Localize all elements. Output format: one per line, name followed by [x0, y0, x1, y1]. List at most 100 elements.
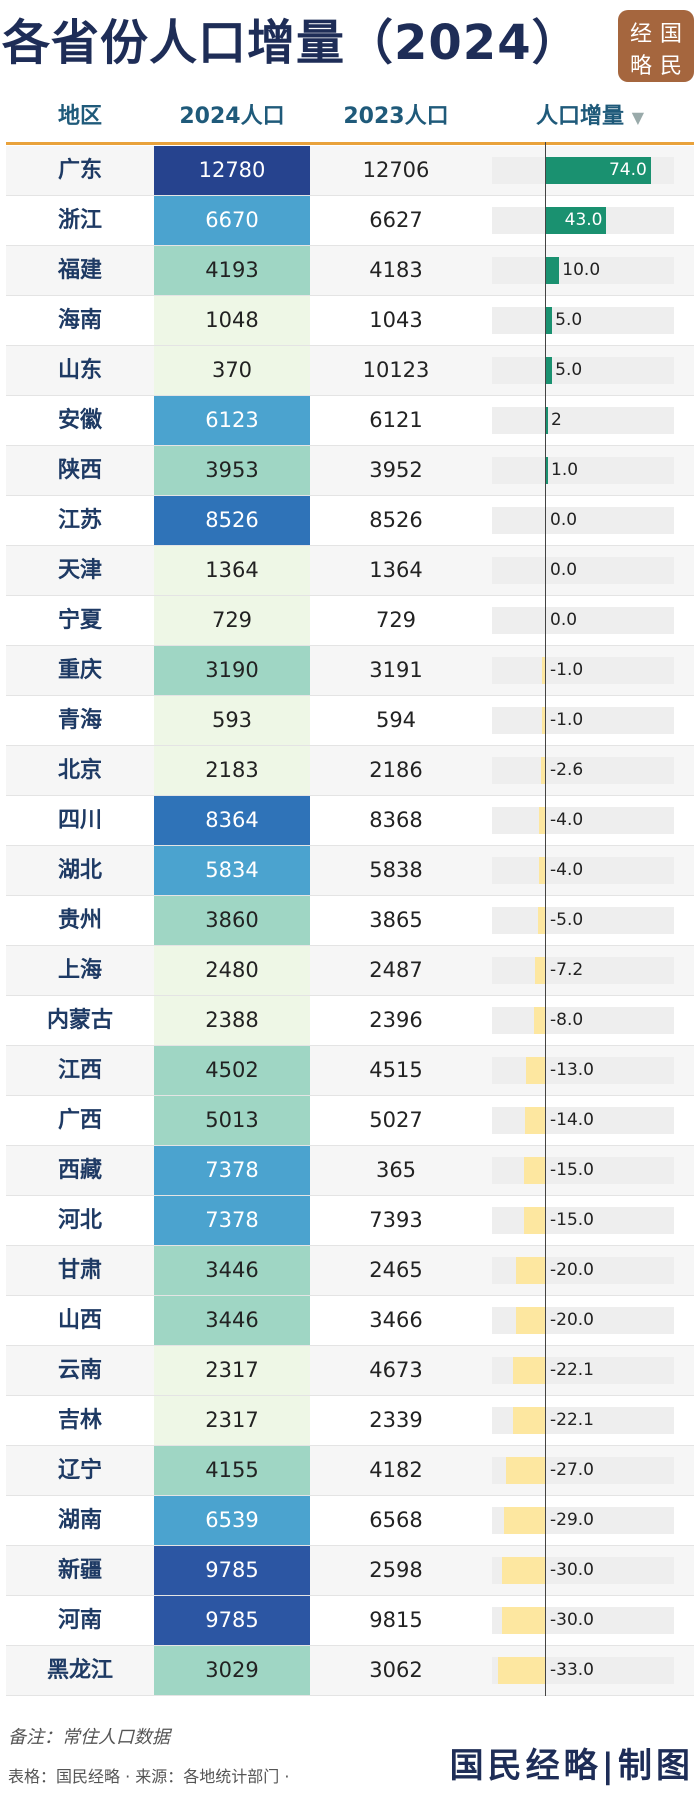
change-label: -15.0 — [550, 1160, 594, 1180]
cell-pop-2024: 1048 — [154, 296, 310, 345]
logo-char: 经 — [629, 22, 652, 47]
cell-region: 海南 — [57, 308, 102, 333]
change-label: -30.0 — [550, 1560, 594, 1580]
bar-track — [492, 507, 674, 534]
change-bar — [513, 1357, 545, 1384]
table-row: 贵州 3860 3865 -5.0 — [6, 896, 694, 946]
cell-region: 西藏 — [57, 1158, 102, 1183]
cell-pop-2023: 6121 — [369, 408, 423, 432]
table-row: 辽宁 4155 4182 -27.0 — [6, 1446, 694, 1496]
brand-logo: 经 国 略 民 — [618, 10, 694, 82]
cell-pop-2024: 3860 — [154, 896, 310, 945]
table-row: 内蒙古 2388 2396 -8.0 — [6, 996, 694, 1046]
cell-region: 湖北 — [57, 858, 102, 883]
cell-pop-2023: 10123 — [362, 358, 430, 382]
row-separator — [6, 295, 694, 296]
cell-region: 四川 — [57, 808, 102, 833]
cell-pop-2023: 594 — [375, 708, 417, 732]
change-bar — [537, 907, 545, 934]
table-row: 青海 593 594 -1.0 — [6, 696, 694, 746]
table-row: 安徽 6123 6121 2 — [6, 396, 694, 446]
change-label: -14.0 — [550, 1110, 594, 1130]
row-separator — [6, 1095, 694, 1096]
change-label: 1.0 — [551, 460, 579, 480]
cell-pop-2024: 7378 — [154, 1146, 310, 1195]
table-row: 海南 1048 1043 5.0 — [6, 296, 694, 346]
cell-pop-2023: 9815 — [369, 1608, 423, 1632]
row-separator — [6, 1245, 694, 1246]
sort-desc-icon[interactable]: ▼ — [631, 108, 644, 127]
row-separator — [6, 1645, 694, 1646]
table-row: 云南 2317 4673 -22.1 — [6, 1346, 694, 1396]
change-label: -29.0 — [550, 1510, 594, 1530]
cell-pop-2023: 4673 — [369, 1358, 423, 1382]
change-bar — [539, 857, 545, 884]
cell-pop-2024: 3446 — [154, 1296, 310, 1345]
change-label: 5.0 — [555, 310, 583, 330]
cell-region: 广东 — [57, 158, 102, 183]
row-separator — [6, 845, 694, 846]
cell-pop-2024: 2317 — [154, 1396, 310, 1445]
change-label: -2.6 — [550, 760, 584, 780]
column-header-change[interactable]: 人口增量 ▼ — [500, 92, 680, 142]
table-row: 广西 5013 5027 -14.0 — [6, 1096, 694, 1146]
cell-region: 宁夏 — [57, 608, 102, 633]
change-label: -20.0 — [550, 1310, 594, 1330]
table-row: 陕西 3953 3952 1.0 — [6, 446, 694, 496]
column-header-2023[interactable]: 2023人口 — [343, 104, 449, 129]
cell-region: 安徽 — [57, 408, 102, 433]
cell-region: 陕西 — [57, 458, 102, 483]
change-label: -7.2 — [550, 960, 584, 980]
cell-pop-2024: 9785 — [154, 1546, 310, 1595]
change-label: 0.0 — [550, 610, 578, 630]
bar-track — [492, 857, 674, 884]
logo-char: 民 — [659, 54, 682, 79]
page-title: 各省份人口增量（2024） — [2, 15, 581, 71]
cell-pop-2024: 6539 — [154, 1496, 310, 1545]
cell-pop-2023: 7393 — [369, 1208, 423, 1232]
cell-region: 上海 — [57, 958, 102, 983]
cell-pop-2024: 3446 — [154, 1246, 310, 1295]
cell-pop-2023: 2339 — [369, 1408, 423, 1432]
bar-track — [492, 1207, 674, 1234]
row-separator — [6, 1595, 694, 1596]
cell-pop-2023: 4183 — [369, 258, 423, 282]
cell-pop-2024: 2183 — [154, 746, 310, 795]
cell-region: 贵州 — [57, 908, 102, 933]
cell-region: 山东 — [57, 358, 102, 383]
change-bar — [542, 707, 545, 734]
row-separator — [6, 445, 694, 446]
cell-pop-2024: 4155 — [154, 1446, 310, 1495]
table-row: 上海 2480 2487 -7.2 — [6, 946, 694, 996]
column-header-change-label: 人口增量 — [536, 104, 625, 129]
change-bar — [526, 1057, 545, 1084]
cell-pop-2024: 729 — [154, 596, 310, 645]
cell-region: 江苏 — [57, 508, 102, 533]
cell-pop-2023: 6568 — [369, 1508, 423, 1532]
row-separator — [6, 795, 694, 796]
cell-pop-2024: 3190 — [154, 646, 310, 695]
cell-region: 广西 — [57, 1108, 102, 1133]
logo-char: 国 — [659, 22, 682, 47]
table-row: 河北 7378 7393 -15.0 — [6, 1196, 694, 1246]
cell-region: 青海 — [57, 708, 102, 733]
bar-track — [492, 757, 674, 784]
bar-track — [492, 657, 674, 684]
table-row: 河南 9785 9815 -30.0 — [6, 1596, 694, 1646]
change-bar — [502, 1607, 545, 1634]
table-row: 江苏 8526 8526 0.0 — [6, 496, 694, 546]
footer-credit: 国民经略|制图 — [449, 1746, 694, 1786]
table-header: 地区 2024人口 2023人口 人口增量 ▼ — [0, 92, 700, 142]
change-label: -33.0 — [550, 1660, 594, 1680]
bar-track — [492, 607, 674, 634]
row-separator — [6, 1445, 694, 1446]
cell-pop-2024: 5834 — [154, 846, 310, 895]
cell-pop-2024: 2317 — [154, 1346, 310, 1395]
column-header-region[interactable]: 地区 — [57, 104, 102, 129]
bar-track — [492, 1157, 674, 1184]
row-separator — [6, 495, 694, 496]
change-bar — [545, 207, 607, 234]
change-bar — [545, 357, 553, 384]
column-header-2024[interactable]: 2024人口 — [179, 104, 285, 129]
cell-pop-2024: 4502 — [154, 1046, 310, 1095]
